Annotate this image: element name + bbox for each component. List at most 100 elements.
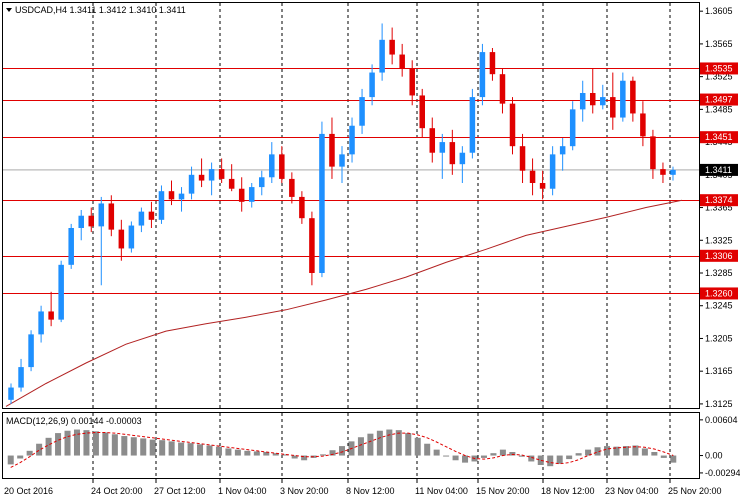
candle-body xyxy=(610,97,616,118)
level-price-badge xyxy=(700,194,738,207)
macd-bar xyxy=(111,434,118,456)
dropdown-triangle-icon[interactable] xyxy=(6,8,12,12)
macd-tick-label: -0.00294 xyxy=(705,468,740,478)
candle-body xyxy=(479,52,486,98)
macd-bar xyxy=(433,449,440,456)
macd-bar xyxy=(405,433,412,456)
candle-body xyxy=(168,191,175,200)
candle-body xyxy=(38,311,44,335)
macd-bar xyxy=(518,455,525,457)
macd-bar xyxy=(443,455,450,457)
macd-bar xyxy=(566,455,573,460)
candle-body xyxy=(630,80,636,114)
candle-body xyxy=(489,52,496,75)
candle-body xyxy=(389,39,395,55)
price-tick-label: 1.3285 xyxy=(705,268,733,278)
macd-bar xyxy=(462,455,469,463)
candle-body xyxy=(48,311,54,320)
macd-bar xyxy=(282,454,289,456)
macd-label: MACD(12,26,9) 0.00144 -0.00003 xyxy=(6,416,142,426)
macd-bar xyxy=(263,452,270,456)
macd-bar xyxy=(613,446,620,456)
macd-bar xyxy=(386,429,393,456)
current-price-badge xyxy=(700,163,738,176)
macd-bar xyxy=(45,437,52,456)
macd-bar xyxy=(509,452,516,456)
price-tick-label: 1.3525 xyxy=(705,72,733,82)
x-tick-label: 25 Nov 20:00 xyxy=(668,486,722,496)
macd-bar xyxy=(168,441,175,456)
candle-body xyxy=(509,103,516,147)
macd-bar xyxy=(7,455,14,465)
price-tick-label: 1.3125 xyxy=(705,399,733,409)
macd-bar xyxy=(490,453,497,456)
macd-bar xyxy=(499,449,506,456)
macd-bar xyxy=(102,432,109,456)
candle-body xyxy=(579,93,586,110)
macd-bar xyxy=(528,455,535,462)
candle-body xyxy=(339,154,345,167)
candle-body xyxy=(158,191,165,220)
level-price-label: 1.3260 xyxy=(705,288,733,298)
candle-body xyxy=(279,154,285,179)
macd-bar xyxy=(187,443,194,456)
macd-bar xyxy=(641,448,648,456)
x-tick-label: 20 Oct 2016 xyxy=(4,486,53,496)
candle-body xyxy=(399,54,405,69)
macd-bar xyxy=(575,453,582,456)
macd-bar xyxy=(234,449,241,456)
level-price-badge xyxy=(700,62,738,75)
main-pane-border xyxy=(2,2,700,409)
candle-body xyxy=(449,142,456,165)
price-axis: 1.36051.35651.35251.34851.34451.34051.33… xyxy=(699,6,738,409)
macd-bar xyxy=(338,446,346,456)
macd-bar xyxy=(632,445,639,456)
candle-body xyxy=(289,178,295,197)
candle-body xyxy=(299,196,305,219)
candle-body xyxy=(309,218,315,273)
candle-body xyxy=(349,125,355,155)
macd-bar xyxy=(291,455,298,459)
x-tick-label: 23 Nov 04:00 xyxy=(605,486,659,496)
price-tick-label: 1.3485 xyxy=(705,104,733,114)
macd-bar xyxy=(585,449,592,456)
level-price-badge xyxy=(700,287,738,300)
macd-bar xyxy=(320,454,327,456)
macd-bar xyxy=(660,455,667,458)
level-price-label: 1.3535 xyxy=(705,63,733,73)
current-price-label: 1.3411 xyxy=(705,165,732,175)
macd-bar xyxy=(178,442,185,456)
macd-bar xyxy=(547,455,554,467)
candle-body xyxy=(439,142,446,153)
candle-body xyxy=(429,128,436,153)
candle-body xyxy=(670,169,676,175)
macd-bar xyxy=(556,455,563,464)
x-tick-label: 24 Oct 20:00 xyxy=(91,486,143,496)
macd-bar xyxy=(26,450,33,456)
macd-bar xyxy=(206,445,213,456)
candle-body xyxy=(620,80,626,118)
x-tick-label: 11 Nov 04:00 xyxy=(415,486,468,496)
x-tick-label: 3 Nov 20:00 xyxy=(280,486,329,496)
candle-body xyxy=(379,39,385,73)
candle-body xyxy=(519,146,526,171)
moving-average xyxy=(5,199,683,407)
macd-bar xyxy=(215,446,222,456)
candle-body xyxy=(369,72,375,98)
macd-bar xyxy=(376,430,383,456)
candle-body xyxy=(128,225,135,249)
level-price-label: 1.3451 xyxy=(705,132,733,142)
price-tick-label: 1.3365 xyxy=(705,203,733,213)
level-price-badge xyxy=(700,93,738,106)
price-tick-label: 1.3325 xyxy=(705,235,733,245)
price-tick-label: 1.3245 xyxy=(705,301,733,311)
macd-bar xyxy=(36,443,43,456)
macd-bar xyxy=(537,455,544,465)
candle-body xyxy=(359,97,365,126)
candle-body xyxy=(78,215,84,228)
macd-bar xyxy=(424,443,431,456)
candle-body xyxy=(329,133,335,167)
candle-body xyxy=(218,169,225,179)
candle-body xyxy=(600,97,606,106)
